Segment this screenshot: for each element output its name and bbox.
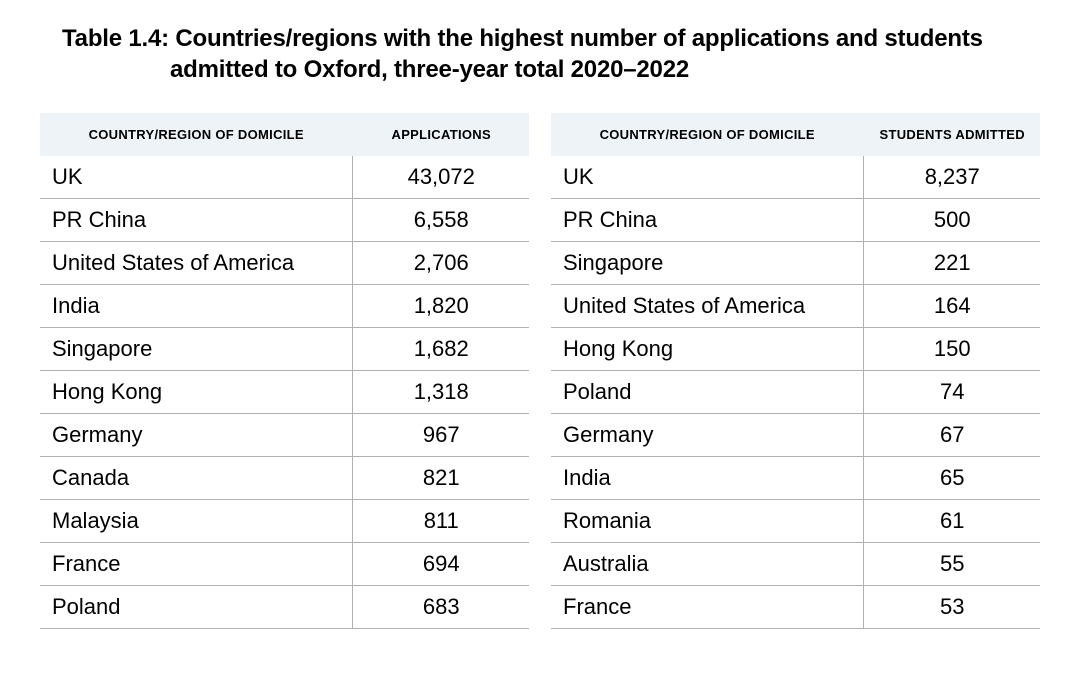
value-cell: 683	[353, 586, 529, 629]
country-cell: Singapore	[551, 242, 864, 285]
table-row: UK8,237	[551, 156, 1040, 199]
country-cell: United States of America	[551, 285, 864, 328]
country-cell: United States of America	[40, 242, 353, 285]
value-cell: 221	[864, 242, 1040, 285]
value-cell: 694	[353, 543, 529, 586]
country-cell: PR China	[40, 199, 353, 242]
value-cell: 500	[864, 199, 1040, 242]
col-header-country: COUNTRY/REGION OF DOMICILE	[40, 113, 353, 156]
value-cell: 1,820	[353, 285, 529, 328]
table-row: Canada821	[40, 457, 529, 500]
value-cell: 6,558	[353, 199, 529, 242]
table-row: Germany967	[40, 414, 529, 457]
country-cell: UK	[551, 156, 864, 199]
country-cell: Singapore	[40, 328, 353, 371]
table-row: United States of America164	[551, 285, 1040, 328]
table-row: Hong Kong150	[551, 328, 1040, 371]
country-cell: France	[40, 543, 353, 586]
value-cell: 8,237	[864, 156, 1040, 199]
country-cell: India	[40, 285, 353, 328]
table-row: UK43,072	[40, 156, 529, 199]
value-cell: 55	[864, 543, 1040, 586]
table-row: India1,820	[40, 285, 529, 328]
table-header-row: COUNTRY/REGION OF DOMICILE STUDENTS ADMI…	[551, 113, 1040, 156]
table-row: Germany67	[551, 414, 1040, 457]
country-cell: Hong Kong	[551, 328, 864, 371]
country-cell: UK	[40, 156, 353, 199]
value-cell: 811	[353, 500, 529, 543]
country-cell: India	[551, 457, 864, 500]
table-row: United States of America2,706	[40, 242, 529, 285]
tables-wrapper: COUNTRY/REGION OF DOMICILE APPLICATIONS …	[40, 113, 1040, 629]
country-cell: Hong Kong	[40, 371, 353, 414]
country-cell: Australia	[551, 543, 864, 586]
value-cell: 67	[864, 414, 1040, 457]
value-cell: 53	[864, 586, 1040, 629]
table-row: France53	[551, 586, 1040, 629]
table-row: Singapore221	[551, 242, 1040, 285]
admitted-table: COUNTRY/REGION OF DOMICILE STUDENTS ADMI…	[551, 113, 1040, 629]
value-cell: 1,318	[353, 371, 529, 414]
value-cell: 61	[864, 500, 1040, 543]
col-header-country: COUNTRY/REGION OF DOMICILE	[551, 113, 864, 156]
value-cell: 65	[864, 457, 1040, 500]
value-cell: 164	[864, 285, 1040, 328]
value-cell: 74	[864, 371, 1040, 414]
value-cell: 821	[353, 457, 529, 500]
table-row: Poland683	[40, 586, 529, 629]
table-row: PR China6,558	[40, 199, 529, 242]
table-header-row: COUNTRY/REGION OF DOMICILE APPLICATIONS	[40, 113, 529, 156]
table-row: Australia55	[551, 543, 1040, 586]
country-cell: Poland	[40, 586, 353, 629]
col-header-admitted: STUDENTS ADMITTED	[864, 113, 1040, 156]
table-row: France694	[40, 543, 529, 586]
col-header-applications: APPLICATIONS	[353, 113, 529, 156]
table-row: Malaysia811	[40, 500, 529, 543]
value-cell: 43,072	[353, 156, 529, 199]
table-row: India65	[551, 457, 1040, 500]
table-title: Table 1.4: Countries/regions with the hi…	[62, 24, 990, 85]
table-row: Romania61	[551, 500, 1040, 543]
country-cell: PR China	[551, 199, 864, 242]
value-cell: 967	[353, 414, 529, 457]
table-row: Singapore1,682	[40, 328, 529, 371]
table-row: PR China500	[551, 199, 1040, 242]
table-row: Poland74	[551, 371, 1040, 414]
country-cell: Romania	[551, 500, 864, 543]
table-row: Hong Kong1,318	[40, 371, 529, 414]
country-cell: Germany	[551, 414, 864, 457]
value-cell: 1,682	[353, 328, 529, 371]
applications-table: COUNTRY/REGION OF DOMICILE APPLICATIONS …	[40, 113, 529, 629]
country-cell: Malaysia	[40, 500, 353, 543]
country-cell: Germany	[40, 414, 353, 457]
page: Table 1.4: Countries/regions with the hi…	[0, 0, 1080, 676]
country-cell: France	[551, 586, 864, 629]
country-cell: Canada	[40, 457, 353, 500]
country-cell: Poland	[551, 371, 864, 414]
value-cell: 2,706	[353, 242, 529, 285]
value-cell: 150	[864, 328, 1040, 371]
